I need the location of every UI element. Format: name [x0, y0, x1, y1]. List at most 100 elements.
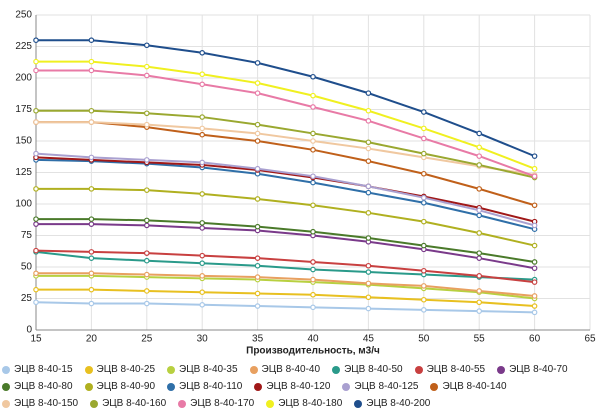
point: [199, 220, 206, 226]
legend-item[interactable]: ЭЦВ 8-40-50: [332, 364, 403, 375]
legend-marker: [90, 399, 99, 408]
point: [310, 276, 316, 283]
point: [420, 283, 427, 289]
point: [144, 271, 150, 278]
legend-item[interactable]: ЭЦВ 8-40-125: [342, 381, 418, 392]
point: [420, 135, 427, 142]
legend-item[interactable]: ЭЦВ 8-40-110: [167, 381, 242, 392]
legend-item[interactable]: ЭЦВ 8-40-150: [2, 398, 78, 409]
point: [310, 73, 316, 80]
legend-item[interactable]: ЭЦВ 8-40-40: [249, 364, 320, 375]
point: [199, 273, 206, 279]
point: [88, 67, 95, 74]
y-tick-label: 100: [15, 199, 32, 210]
point: [254, 130, 261, 137]
x-tick-label: 30: [197, 334, 209, 345]
point: [144, 63, 150, 70]
legend-item[interactable]: ЭЦВ 8-40-25: [84, 364, 155, 375]
point: [420, 307, 427, 313]
series: [33, 186, 538, 249]
legend-item[interactable]: ЭЦВ 8-40-200: [354, 398, 430, 409]
legend-item[interactable]: ЭЦВ 8-40-180: [266, 398, 342, 409]
point: [420, 109, 427, 115]
point: [365, 280, 372, 287]
legend-item[interactable]: ЭЦВ 8-40-35: [167, 364, 238, 375]
x-tick-label: 15: [30, 334, 42, 345]
series-line: [36, 288, 535, 308]
series-line: [36, 274, 535, 300]
point: [88, 107, 95, 114]
series: [33, 270, 538, 299]
legend-item[interactable]: ЭЦВ 8-40-70: [497, 364, 568, 375]
legend-item[interactable]: ЭЦВ 8-40-90: [84, 381, 155, 392]
point: [33, 107, 39, 114]
x-tick-label: 65: [584, 334, 596, 345]
point: [476, 288, 483, 294]
point: [254, 80, 261, 86]
point: [254, 223, 261, 230]
point: [88, 286, 95, 293]
point: [310, 130, 316, 137]
point: [420, 242, 427, 249]
series: [33, 221, 538, 272]
legend-item[interactable]: ЭЦВ 8-40-170: [178, 398, 254, 409]
legend-item[interactable]: ЭЦВ 8-40-80: [2, 381, 73, 392]
point: [88, 270, 95, 277]
legend-item[interactable]: ЭЦВ 8-40-15: [2, 364, 73, 375]
point: [199, 225, 206, 231]
legend-label: ЭЦВ 8-40-160: [102, 398, 167, 409]
legend-item[interactable]: ЭЦВ 8-40-160: [90, 398, 166, 409]
series: [33, 150, 538, 229]
point: [199, 252, 206, 259]
legend-item[interactable]: ЭЦВ 8-40-120: [254, 381, 330, 392]
series-line: [36, 39, 535, 158]
series-line: [35, 249, 535, 284]
point: [254, 290, 261, 297]
point: [476, 308, 483, 314]
point: [199, 131, 206, 138]
point: [144, 110, 150, 117]
legend-item[interactable]: ЭЦВ 8-40-140: [430, 381, 507, 392]
point: [310, 104, 316, 110]
point: [310, 291, 316, 298]
point: [531, 222, 538, 229]
series-line: [35, 158, 535, 231]
point: [476, 250, 483, 256]
point: [420, 267, 427, 274]
y-tick-label: 0: [26, 325, 32, 336]
point: [199, 71, 206, 78]
x-tick-label: 60: [529, 334, 541, 345]
point: [310, 259, 316, 265]
point: [365, 90, 372, 96]
point: [144, 217, 150, 224]
legend-marker: [84, 382, 93, 391]
x-tick-label: 40: [307, 334, 319, 345]
point: [254, 262, 261, 269]
legend-label: ЭЦВ 8-40-70: [509, 364, 568, 375]
legend-label: ЭЦВ 8-40-15: [14, 364, 73, 375]
legend-item[interactable]: ЭЦВ 8-40-55: [414, 364, 485, 375]
legend-marker: [254, 382, 263, 391]
point: [254, 165, 261, 172]
point: [33, 270, 39, 277]
point: [310, 173, 316, 180]
point: [33, 216, 39, 222]
series-line: [36, 218, 535, 263]
x-axis-label: Производительность, м3/ч: [246, 346, 380, 357]
point: [420, 296, 427, 303]
y-tick-label: 250: [15, 10, 32, 21]
legend-label: ЭЦВ 8-40-110: [179, 381, 243, 392]
point: [531, 153, 538, 159]
legend-label: ЭЦВ 8-40-80: [14, 381, 73, 392]
legend-marker: [430, 382, 439, 391]
legend-label: ЭЦВ 8-40-35: [179, 364, 238, 375]
point: [144, 222, 150, 229]
point: [310, 228, 316, 235]
point: [33, 286, 39, 293]
point: [476, 255, 483, 261]
point: [531, 173, 538, 180]
legend-marker: [342, 382, 351, 391]
legend-label: ЭЦВ 8-40-50: [344, 364, 403, 375]
point: [254, 90, 261, 96]
point: [254, 121, 261, 128]
